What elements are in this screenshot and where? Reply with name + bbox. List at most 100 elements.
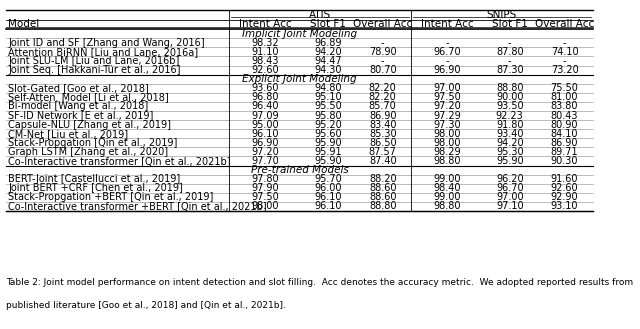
Text: 98.29: 98.29 — [433, 147, 461, 157]
Text: 93.10: 93.10 — [551, 201, 579, 212]
Text: 98.40: 98.40 — [433, 183, 461, 193]
Text: 88.80: 88.80 — [369, 201, 396, 212]
Text: 82.20: 82.20 — [369, 92, 397, 102]
Text: 97.29: 97.29 — [433, 111, 461, 120]
Text: 74.10: 74.10 — [551, 47, 579, 57]
Text: Explicit Joint Modeling: Explicit Joint Modeling — [243, 74, 357, 84]
Text: 80.70: 80.70 — [369, 65, 397, 75]
Text: 80.43: 80.43 — [551, 111, 579, 120]
Text: 87.40: 87.40 — [369, 156, 397, 166]
Text: 93.50: 93.50 — [496, 101, 524, 112]
Text: 92.60: 92.60 — [252, 65, 279, 75]
Text: 98.32: 98.32 — [252, 38, 279, 48]
Text: 96.89: 96.89 — [314, 38, 342, 48]
Text: Joint SLU-LM [Liu and Lane, 2016b]: Joint SLU-LM [Liu and Lane, 2016b] — [8, 56, 180, 66]
Text: Self-Atten. Model [Li et al., 2018]: Self-Atten. Model [Li et al., 2018] — [8, 92, 169, 102]
Text: 92.60: 92.60 — [551, 183, 579, 193]
Text: 96.10: 96.10 — [314, 201, 342, 212]
Text: 91.80: 91.80 — [496, 120, 524, 130]
Text: 95.90: 95.90 — [314, 156, 342, 166]
Text: Table 2: Joint model performance on intent detection and slot filling.  Acc deno: Table 2: Joint model performance on inte… — [6, 278, 634, 287]
Text: -: - — [445, 56, 449, 66]
Text: 96.70: 96.70 — [433, 47, 461, 57]
Text: 99.00: 99.00 — [433, 174, 461, 184]
Text: 96.20: 96.20 — [496, 174, 524, 184]
Text: published literature [Goo et al., 2018] and [Qin et al., 2021b].: published literature [Goo et al., 2018] … — [6, 301, 286, 310]
Text: BERT-Joint [Castellucci et al., 2019]: BERT-Joint [Castellucci et al., 2019] — [8, 174, 180, 184]
Text: 87.80: 87.80 — [496, 47, 524, 57]
Text: 94.80: 94.80 — [314, 83, 342, 93]
Text: 78.90: 78.90 — [369, 47, 397, 57]
Text: Stack-Propgation [Qin et al., 2019]: Stack-Propgation [Qin et al., 2019] — [8, 138, 178, 148]
Text: 97.20: 97.20 — [433, 101, 461, 112]
Text: 96.90: 96.90 — [252, 138, 279, 148]
Text: 93.60: 93.60 — [252, 83, 279, 93]
Text: 84.10: 84.10 — [551, 129, 579, 139]
Text: 93.40: 93.40 — [496, 129, 524, 139]
Text: Graph LSTM [Zhang et al., 2020]: Graph LSTM [Zhang et al., 2020] — [8, 147, 168, 157]
Text: Joint ID and SF [Zhang and Wang, 2016]: Joint ID and SF [Zhang and Wang, 2016] — [8, 38, 205, 48]
Text: -: - — [508, 56, 511, 66]
Text: 92.23: 92.23 — [496, 111, 524, 120]
Text: 91.10: 91.10 — [252, 47, 279, 57]
Text: SF-ID Network [E et al., 2019]: SF-ID Network [E et al., 2019] — [8, 111, 154, 120]
Text: 95.90: 95.90 — [496, 156, 524, 166]
Text: 73.20: 73.20 — [551, 65, 579, 75]
Text: 82.20: 82.20 — [369, 83, 397, 93]
Text: 80.90: 80.90 — [551, 120, 579, 130]
Text: 88.60: 88.60 — [369, 192, 396, 202]
Text: 99.00: 99.00 — [433, 192, 461, 202]
Text: 95.30: 95.30 — [496, 147, 524, 157]
Text: Stack-Propgation +BERT [Qin et al., 2019]: Stack-Propgation +BERT [Qin et al., 2019… — [8, 192, 214, 202]
Text: 98.00: 98.00 — [433, 129, 461, 139]
Text: 83.40: 83.40 — [369, 120, 396, 130]
Text: 95.20: 95.20 — [314, 120, 342, 130]
Text: Intent Acc: Intent Acc — [239, 19, 291, 29]
Text: 91.60: 91.60 — [551, 174, 579, 184]
Text: Joint Seq. [Hakkani-Tür et al., 2016]: Joint Seq. [Hakkani-Tür et al., 2016] — [8, 65, 181, 75]
Text: 75.50: 75.50 — [550, 83, 579, 93]
Text: 86.90: 86.90 — [369, 111, 396, 120]
Text: 97.80: 97.80 — [252, 174, 279, 184]
Text: -: - — [381, 38, 385, 48]
Text: Capsule-NLU [Zhang et al., 2019]: Capsule-NLU [Zhang et al., 2019] — [8, 120, 172, 130]
Text: Model: Model — [8, 19, 40, 29]
Text: 95.91: 95.91 — [314, 147, 342, 157]
Text: 97.70: 97.70 — [252, 156, 279, 166]
Text: 86.50: 86.50 — [369, 138, 397, 148]
Text: 88.60: 88.60 — [369, 183, 396, 193]
Text: Joint BERT +CRF [Chen et al., 2019]: Joint BERT +CRF [Chen et al., 2019] — [8, 183, 183, 193]
Text: 85.30: 85.30 — [369, 129, 397, 139]
Text: SNIPS: SNIPS — [487, 10, 517, 20]
Text: 94.30: 94.30 — [314, 65, 342, 75]
Text: 95.90: 95.90 — [314, 138, 342, 148]
Text: 95.50: 95.50 — [314, 101, 342, 112]
Text: 95.10: 95.10 — [314, 92, 342, 102]
Text: -: - — [445, 38, 449, 48]
Text: -: - — [508, 38, 511, 48]
Text: Overall Acc: Overall Acc — [353, 19, 412, 29]
Text: 88.80: 88.80 — [496, 83, 524, 93]
Text: 87.30: 87.30 — [496, 65, 524, 75]
Text: Pre-trained Models: Pre-trained Models — [251, 165, 349, 175]
Text: 94.20: 94.20 — [314, 47, 342, 57]
Text: Co-Interactive transformer [Qin et al., 2021b]: Co-Interactive transformer [Qin et al., … — [8, 156, 231, 166]
Text: 86.90: 86.90 — [551, 138, 579, 148]
Text: 81.00: 81.00 — [551, 92, 579, 102]
Text: -: - — [563, 38, 566, 48]
Text: 98.43: 98.43 — [252, 56, 279, 66]
Text: 97.90: 97.90 — [252, 183, 279, 193]
Text: Attention BiRNN [Liu and Lane, 2016a]: Attention BiRNN [Liu and Lane, 2016a] — [8, 47, 198, 57]
Text: 96.90: 96.90 — [433, 65, 461, 75]
Text: 97.30: 97.30 — [433, 120, 461, 130]
Text: 97.50: 97.50 — [252, 192, 279, 202]
Text: 98.80: 98.80 — [433, 201, 461, 212]
Text: 98.00: 98.00 — [252, 201, 279, 212]
Text: 88.20: 88.20 — [369, 174, 397, 184]
Text: 98.80: 98.80 — [433, 156, 461, 166]
Text: Overall Acc: Overall Acc — [535, 19, 594, 29]
Text: 97.09: 97.09 — [252, 111, 279, 120]
Text: Slot F1: Slot F1 — [492, 19, 527, 29]
Text: 92.90: 92.90 — [551, 192, 579, 202]
Text: 96.80: 96.80 — [252, 92, 279, 102]
